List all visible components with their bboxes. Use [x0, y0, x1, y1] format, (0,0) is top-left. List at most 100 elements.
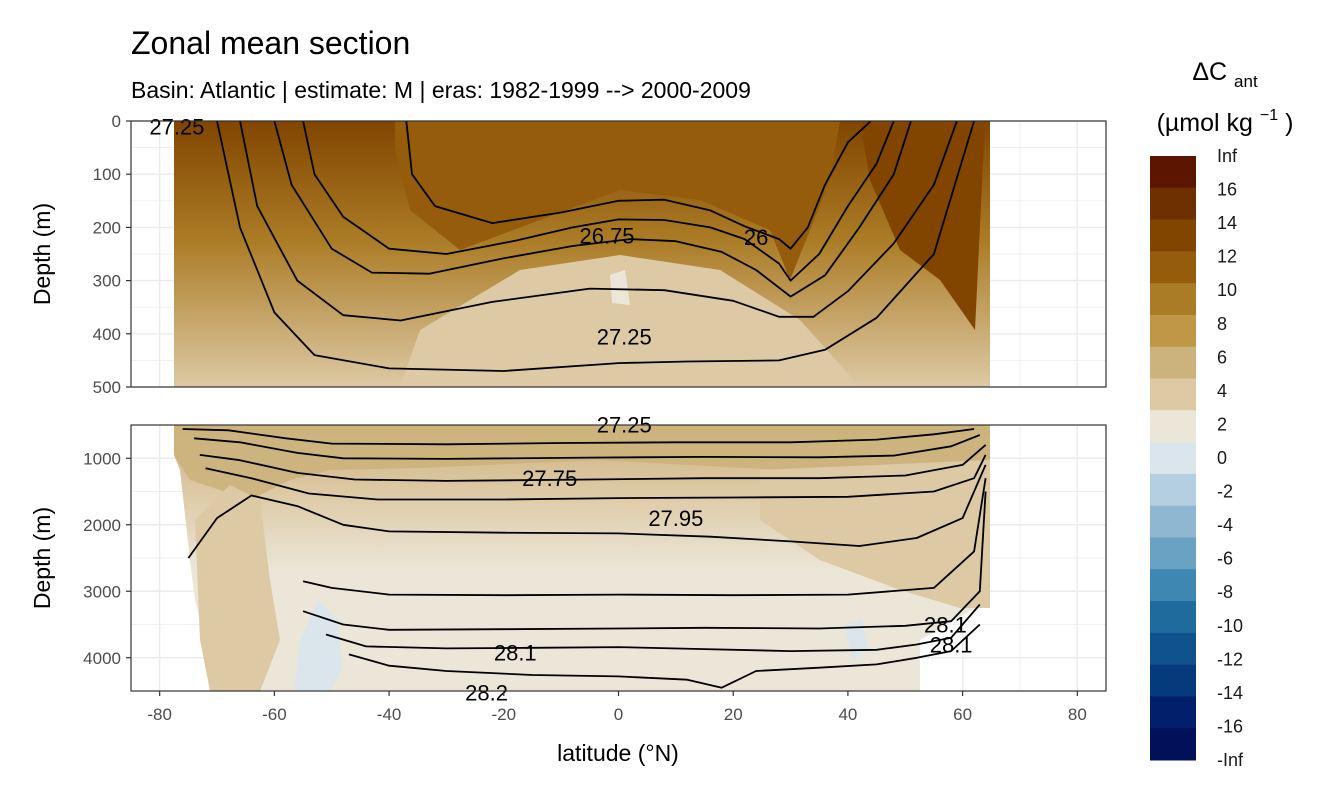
contour-label: 26	[744, 225, 768, 250]
legend-swatch	[1150, 569, 1196, 602]
y-tick-label: 400	[93, 325, 121, 344]
legend-label: -14	[1217, 683, 1243, 703]
x-tick-label: 80	[1068, 705, 1087, 724]
contour-label: 28.2	[465, 680, 508, 705]
legend-swatch	[1150, 728, 1196, 761]
legend-label: 6	[1217, 347, 1227, 367]
x-tick-label: -80	[147, 705, 172, 724]
anomaly-negative-abyssal-west	[294, 600, 342, 691]
legend-swatch	[1150, 442, 1196, 475]
panel-top-border	[130, 120, 1107, 388]
legend-label: -16	[1217, 716, 1243, 736]
legend-swatch	[1150, 537, 1196, 570]
x-tick-label: -20	[492, 705, 517, 724]
legend-title: ΔC ant	[1192, 58, 1258, 91]
y-tick-label: 3000	[83, 582, 121, 601]
anomaly-minimum-equatorial-top	[610, 270, 630, 305]
anomaly-core-north-top	[860, 121, 985, 330]
anomaly-patch-south-bottom	[195, 485, 280, 691]
legend-swatch	[1150, 378, 1196, 411]
contour-label: 26.75	[579, 223, 634, 248]
contour-label: 27.75	[522, 466, 577, 491]
y-tick-label: 200	[93, 218, 121, 237]
legend-swatch	[1150, 696, 1196, 729]
legend-title-main: ΔC	[1192, 58, 1227, 86]
legend-swatch	[1150, 156, 1196, 189]
legend-label: -Inf	[1217, 750, 1244, 770]
legend-swatch	[1150, 346, 1196, 380]
contour-label: 28.1	[930, 632, 973, 657]
legend-unit-superscript: −1	[1260, 107, 1278, 124]
y-tick-label: 300	[93, 272, 121, 291]
legend-swatch	[1150, 473, 1196, 507]
panel-top-y-axis: 0 100 200 300 400 500	[93, 112, 131, 397]
contour-line-26	[405, 121, 872, 250]
legend-label: -10	[1217, 616, 1243, 636]
contour-line-28-15	[325, 603, 981, 652]
panel-top: 27.25 26.75 26 27.25 0 100 200 300 400 500	[93, 112, 1107, 397]
legend-label: 0	[1217, 448, 1227, 468]
contour-label: 28.1	[924, 613, 967, 638]
legend-label: -2	[1217, 482, 1233, 502]
legend-unit-close: )	[1285, 109, 1293, 137]
contour-label: 28.1	[494, 640, 537, 665]
contour-line-27	[273, 121, 912, 298]
contour-line-28-05	[302, 478, 987, 597]
legend-swatch	[1150, 664, 1196, 697]
y-tick-label: 500	[93, 378, 121, 397]
y-tick-label: 4000	[83, 649, 121, 668]
legend-swatch	[1150, 187, 1196, 221]
legend-unit: (µmol kg −1 )	[1157, 98, 1294, 137]
legend-label: -6	[1217, 549, 1233, 569]
legend-label: 4	[1217, 381, 1227, 401]
legend-label: -12	[1217, 649, 1243, 669]
legend-swatch	[1150, 410, 1196, 443]
panel-top-fill	[174, 121, 990, 387]
chart-title: Zonal mean section	[131, 25, 410, 61]
y-tick-label: 2000	[83, 516, 121, 535]
legend-labels: Inf 16 14 12 10 8 6 4 2 0 -2 -4 -6 -8 -10 -12 -14 -16 -Inf	[1217, 146, 1244, 770]
legend-swatch	[1150, 251, 1196, 284]
panel-top-contours	[216, 121, 975, 372]
chart-subtitle: Basin: Atlantic | estimate: M | eras: 19…	[131, 77, 751, 103]
legend-swatch	[1150, 314, 1196, 348]
contour-line-27-75	[199, 444, 987, 482]
anomaly-band-upper-bottom	[174, 425, 990, 520]
legend-title-subscript: ant	[1234, 72, 1258, 91]
panel-bottom-y-axis: 1000 2000 3000 4000	[83, 449, 131, 668]
x-axis: -80 -60 -40 -20 0 20 40 60 80	[147, 691, 1087, 724]
legend-label: 12	[1217, 247, 1237, 267]
legend-label: -8	[1217, 582, 1233, 602]
legend-swatch	[1150, 632, 1196, 666]
legend-label: 16	[1217, 180, 1237, 200]
legend-swatch	[1150, 283, 1196, 316]
legend-label: 14	[1217, 213, 1237, 233]
contour-line-27-25	[239, 121, 958, 322]
y-tick-label: 1000	[83, 449, 121, 468]
x-tick-label: 20	[724, 705, 743, 724]
panel-top-contour-labels: 27.25 26.75 26 27.25	[149, 114, 768, 349]
contour-line-26-75	[302, 121, 895, 282]
y-tick-label: 0	[112, 112, 121, 131]
x-tick-label: 40	[838, 705, 857, 724]
legend-swatch	[1150, 505, 1196, 538]
contour-line-27-6	[194, 434, 981, 460]
legend-label: 10	[1217, 280, 1237, 300]
legend-swatch	[1150, 219, 1196, 252]
legend-label: -4	[1217, 515, 1233, 535]
x-tick-label: -40	[377, 705, 402, 724]
contour-line-27-4	[216, 121, 975, 372]
x-axis-title: latitude (°N)	[557, 740, 679, 766]
legend-unit-text: (µmol kg	[1157, 109, 1253, 137]
contour-line-28-2	[348, 623, 981, 689]
legend-swatch	[1150, 601, 1196, 634]
x-tick-label: 0	[614, 705, 623, 724]
x-tick-label: -60	[262, 705, 287, 724]
contour-label: 27.25	[597, 324, 652, 349]
y-axis-title-top: Depth (m)	[29, 203, 55, 305]
x-tick-label: 60	[953, 705, 972, 724]
contour-line-28-1	[302, 491, 987, 631]
